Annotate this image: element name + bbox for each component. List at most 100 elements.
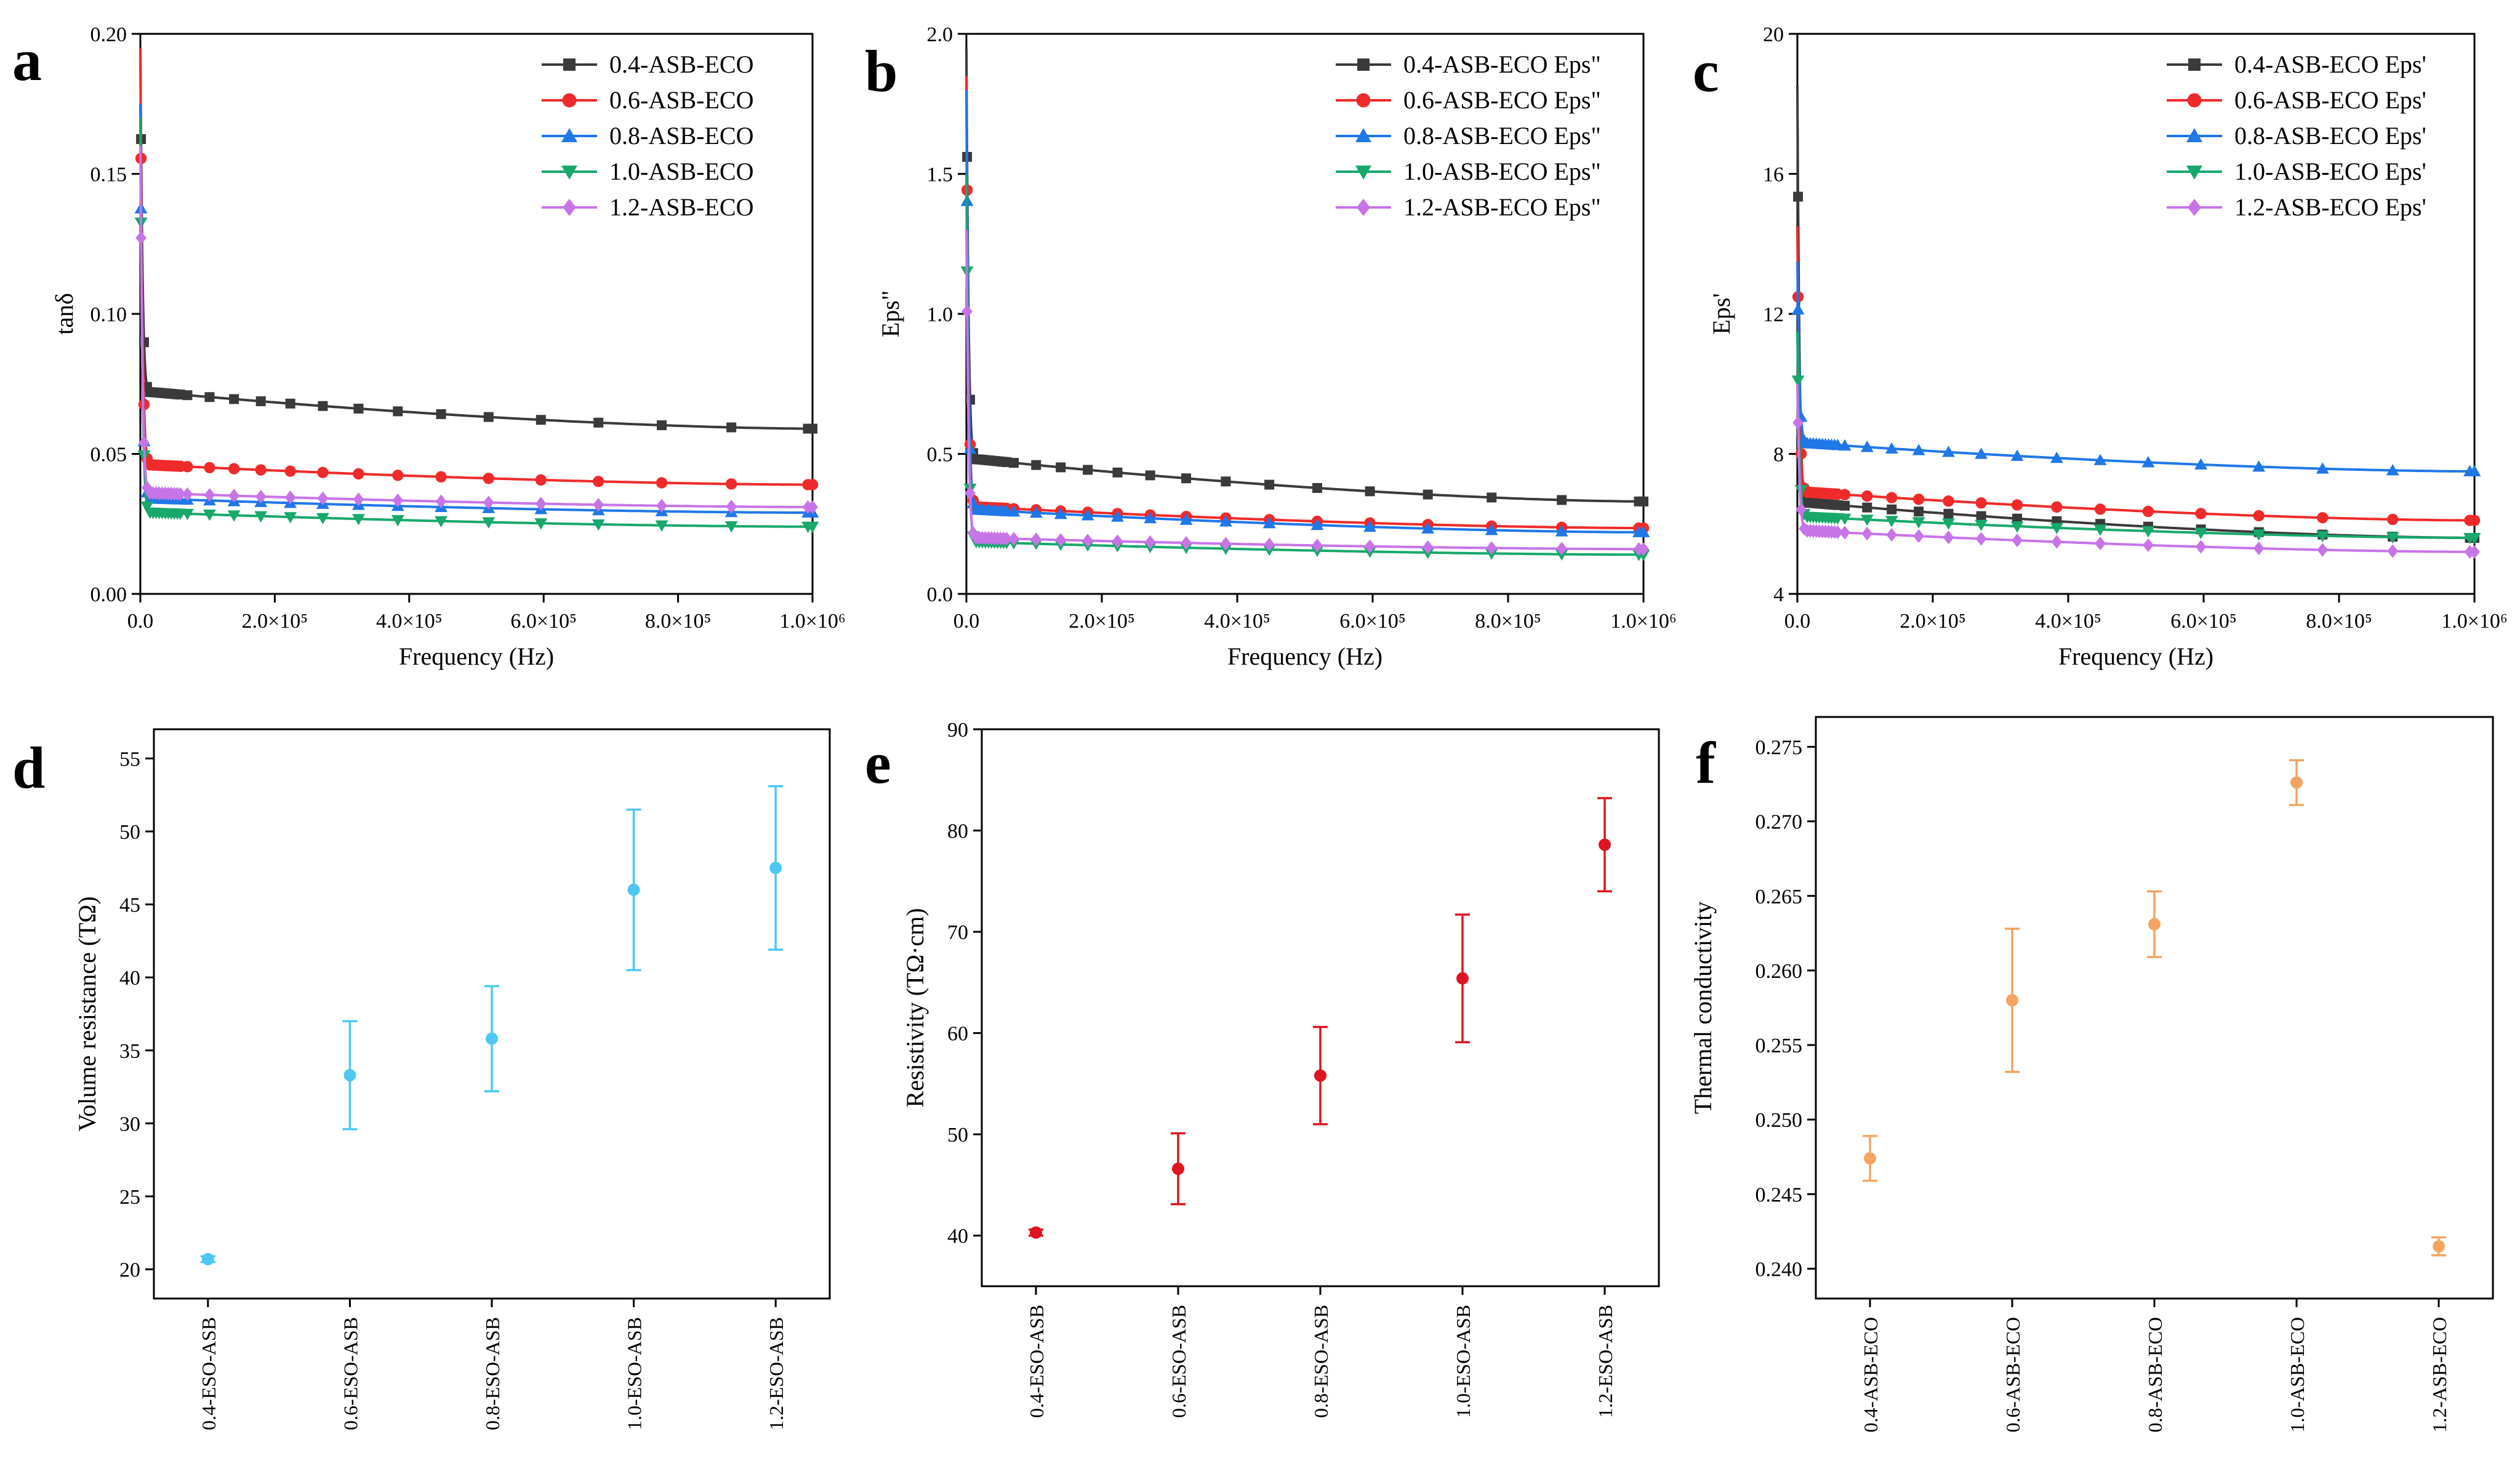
series-line xyxy=(965,90,1643,534)
x-tick-label: 0.0 xyxy=(953,610,980,633)
data-point xyxy=(1791,303,1805,315)
y-tick-label: 2.0 xyxy=(927,23,953,46)
data-point xyxy=(535,474,547,486)
data-point xyxy=(656,498,667,513)
y-tick-label: 0.05 xyxy=(90,444,127,466)
data-point xyxy=(1913,529,1924,543)
data-point xyxy=(627,883,640,896)
y-tick-label: 4 xyxy=(1773,583,1784,606)
y-tick-label: 90 xyxy=(947,719,968,742)
data-point xyxy=(1029,506,1043,518)
x-tick-label: 0.8-ESO-ASB xyxy=(481,1317,504,1430)
plot-frame xyxy=(139,33,814,595)
data-point-group xyxy=(1171,1132,1186,1206)
data-point xyxy=(2195,540,2207,554)
legend-label: 1.0-ASB-ECO Eps' xyxy=(2234,158,2426,185)
data-point xyxy=(204,392,215,402)
data-point xyxy=(806,521,819,534)
data-point xyxy=(1839,526,1850,540)
data-point xyxy=(255,489,267,504)
data-point xyxy=(482,517,496,529)
data-point-group xyxy=(1455,913,1470,1044)
data-point xyxy=(285,398,295,409)
data-point xyxy=(201,1252,214,1265)
x-tick-label: 1.0×10⁶ xyxy=(1610,610,1677,633)
data-point-group xyxy=(342,1020,358,1131)
data-point xyxy=(2050,451,2063,463)
y-tick-label: 50 xyxy=(947,1124,968,1147)
series-5 xyxy=(961,230,1649,556)
data-point xyxy=(435,471,447,483)
panel-label: a xyxy=(12,27,42,93)
y-tick-label: 0.240 xyxy=(1756,1259,1803,1281)
y-axis-label: tanδ xyxy=(50,293,78,335)
x-axis-label: Frequency (Hz) xyxy=(2058,642,2213,670)
data-point xyxy=(284,512,297,524)
data-point xyxy=(1975,497,1987,509)
legend-marker xyxy=(2188,58,2201,71)
data-point xyxy=(392,493,404,508)
data-point xyxy=(486,1032,498,1045)
data-point xyxy=(1365,486,1375,497)
data-point xyxy=(343,1069,356,1082)
data-point xyxy=(182,487,193,502)
data-point xyxy=(1423,489,1433,500)
data-point xyxy=(2317,512,2329,524)
data-point xyxy=(1942,518,1955,530)
legend-label: 1.0-ASB-ECO xyxy=(609,158,753,185)
y-tick-label: 0.270 xyxy=(1756,811,1803,834)
data-point xyxy=(1912,494,1925,505)
data-point xyxy=(2468,533,2481,545)
data-point xyxy=(1886,527,1898,542)
data-point xyxy=(535,497,547,511)
data-point xyxy=(534,518,548,530)
data-point xyxy=(1864,1152,1876,1165)
series-5 xyxy=(135,146,818,514)
legend-marker xyxy=(561,128,577,142)
data-point xyxy=(1144,511,1157,524)
data-point xyxy=(1001,531,1013,546)
data-point xyxy=(1181,535,1192,550)
data-point xyxy=(1639,496,1648,506)
y-tick-label: 20 xyxy=(1763,23,1784,46)
y-axis-label: Volume resistance (TΩ) xyxy=(73,896,101,1131)
x-tick-label: 0.4-ESO-ASB xyxy=(198,1317,220,1430)
data-point xyxy=(1599,838,1611,851)
data-point xyxy=(435,494,447,509)
data-point xyxy=(1638,542,1649,556)
data-point xyxy=(203,510,216,521)
legend-label: 0.4-ASB-ECO Eps" xyxy=(1403,50,1601,78)
data-point xyxy=(1840,500,1850,511)
data-point xyxy=(2386,532,2399,544)
data-point xyxy=(657,420,667,430)
data-point xyxy=(175,487,186,501)
data-point xyxy=(1219,515,1232,527)
y-tick-label: 55 xyxy=(119,748,140,771)
x-axis-label: Frequency (Hz) xyxy=(399,642,554,670)
data-point xyxy=(1007,505,1021,517)
panel-label: f xyxy=(1696,730,1716,796)
x-tick-label: 1.0-ESO-ASB xyxy=(624,1317,646,1430)
data-point xyxy=(1264,537,1275,552)
data-point xyxy=(2012,513,2023,524)
y-tick-label: 0.00 xyxy=(90,583,127,606)
data-point xyxy=(229,394,239,404)
data-point xyxy=(1221,476,1231,487)
y-tick-label: 0.0 xyxy=(927,583,953,606)
data-point xyxy=(2012,533,2023,548)
data-point xyxy=(135,231,146,245)
data-point xyxy=(1364,539,1376,553)
data-point xyxy=(2141,526,2155,538)
data-point-group xyxy=(2289,759,2304,806)
y-tick-label: 30 xyxy=(119,1113,140,1135)
data-point xyxy=(228,489,239,503)
series-line xyxy=(965,47,1644,503)
x-tick-label: 6.0×10⁵ xyxy=(1339,610,1406,633)
data-point xyxy=(1312,538,1323,553)
y-tick-label: 40 xyxy=(119,967,140,990)
y-tick-label: 0.5 xyxy=(927,444,953,466)
series-4 xyxy=(960,174,1650,561)
data-point xyxy=(1421,522,1435,534)
x-tick-label: 1.2-ESO-ASB xyxy=(765,1317,787,1430)
data-point xyxy=(483,495,494,510)
